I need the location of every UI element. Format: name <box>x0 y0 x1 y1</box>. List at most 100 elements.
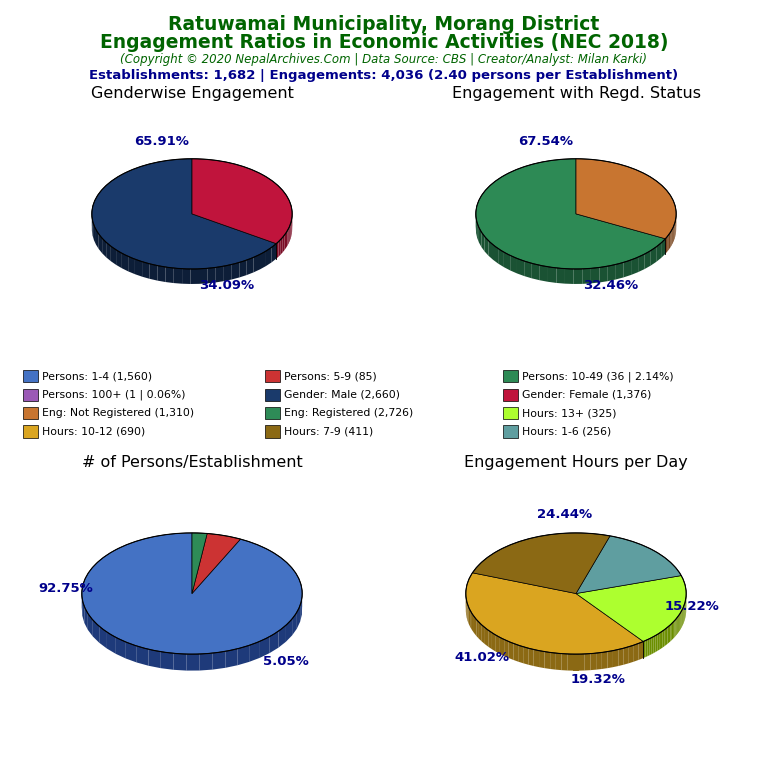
Polygon shape <box>284 233 286 250</box>
Polygon shape <box>128 257 135 274</box>
Polygon shape <box>488 631 492 649</box>
Polygon shape <box>545 651 550 669</box>
Polygon shape <box>84 607 88 630</box>
Polygon shape <box>279 625 286 647</box>
Polygon shape <box>93 202 94 221</box>
Polygon shape <box>638 254 644 272</box>
Polygon shape <box>531 263 540 280</box>
Polygon shape <box>165 267 174 283</box>
Polygon shape <box>466 573 644 654</box>
Polygon shape <box>107 632 116 654</box>
Polygon shape <box>479 227 482 247</box>
Polygon shape <box>82 599 84 623</box>
Polygon shape <box>616 263 624 280</box>
Text: Eng: Registered (2,726): Eng: Registered (2,726) <box>284 408 413 419</box>
Polygon shape <box>624 647 629 665</box>
Polygon shape <box>289 226 290 243</box>
Polygon shape <box>135 259 142 276</box>
Polygon shape <box>148 649 161 668</box>
Polygon shape <box>479 622 482 641</box>
Polygon shape <box>656 634 657 652</box>
Polygon shape <box>599 266 607 283</box>
Polygon shape <box>468 607 470 627</box>
Text: 67.54%: 67.54% <box>518 135 574 148</box>
Text: Persons: 5-9 (85): Persons: 5-9 (85) <box>284 371 377 382</box>
Polygon shape <box>556 653 561 670</box>
Polygon shape <box>199 268 207 284</box>
Polygon shape <box>96 230 99 249</box>
Text: Hours: 1-6 (256): Hours: 1-6 (256) <box>522 426 611 437</box>
Polygon shape <box>476 218 477 238</box>
Polygon shape <box>644 250 650 269</box>
Polygon shape <box>647 639 650 656</box>
Text: Engagement Ratios in Economic Activities (NEC 2018): Engagement Ratios in Economic Activities… <box>100 33 668 52</box>
Polygon shape <box>568 654 573 670</box>
Polygon shape <box>674 620 676 637</box>
Polygon shape <box>276 242 279 259</box>
Polygon shape <box>482 232 485 251</box>
Polygon shape <box>679 614 680 632</box>
Polygon shape <box>667 626 669 644</box>
Polygon shape <box>279 240 280 257</box>
Polygon shape <box>476 619 479 639</box>
Polygon shape <box>207 267 216 283</box>
Polygon shape <box>476 159 665 269</box>
Text: Ratuwamai Municipality, Morang District: Ratuwamai Municipality, Morang District <box>168 15 600 35</box>
Polygon shape <box>290 202 291 220</box>
Polygon shape <box>659 632 661 650</box>
Polygon shape <box>213 651 225 670</box>
Polygon shape <box>498 249 504 267</box>
Polygon shape <box>283 235 284 253</box>
Text: Hours: 7-9 (411): Hours: 7-9 (411) <box>284 426 373 437</box>
Polygon shape <box>676 618 677 636</box>
Polygon shape <box>556 268 565 283</box>
Polygon shape <box>94 225 96 244</box>
Text: 32.46%: 32.46% <box>584 280 639 293</box>
Polygon shape <box>82 585 83 608</box>
Polygon shape <box>634 644 639 662</box>
Polygon shape <box>680 611 681 629</box>
Polygon shape <box>247 257 253 275</box>
Polygon shape <box>150 263 157 280</box>
Polygon shape <box>565 269 574 284</box>
Polygon shape <box>174 268 182 283</box>
Polygon shape <box>644 641 645 658</box>
Polygon shape <box>582 268 591 284</box>
Polygon shape <box>488 240 493 260</box>
Polygon shape <box>518 645 523 664</box>
Polygon shape <box>678 615 679 634</box>
Polygon shape <box>584 654 591 670</box>
Polygon shape <box>576 159 676 239</box>
Polygon shape <box>286 619 292 642</box>
Polygon shape <box>669 233 670 250</box>
Text: 65.91%: 65.91% <box>134 135 190 148</box>
Polygon shape <box>106 242 111 261</box>
Text: Gender: Female (1,376): Gender: Female (1,376) <box>522 389 651 400</box>
Polygon shape <box>187 654 200 670</box>
Polygon shape <box>102 238 106 257</box>
Polygon shape <box>192 534 240 594</box>
Polygon shape <box>629 645 634 664</box>
Polygon shape <box>500 637 504 656</box>
Text: 34.09%: 34.09% <box>200 280 255 293</box>
Title: Genderwise Engagement: Genderwise Engagement <box>91 86 293 101</box>
Text: 5.05%: 5.05% <box>263 655 309 668</box>
Polygon shape <box>624 260 631 277</box>
Polygon shape <box>470 611 472 630</box>
Polygon shape <box>99 234 102 253</box>
Text: Persons: 100+ (1 | 0.06%): Persons: 100+ (1 | 0.06%) <box>42 389 186 400</box>
Polygon shape <box>192 533 207 594</box>
Polygon shape <box>513 644 518 662</box>
Polygon shape <box>260 251 266 270</box>
Polygon shape <box>482 625 485 644</box>
Text: Gender: Male (2,660): Gender: Male (2,660) <box>284 389 400 400</box>
Polygon shape <box>301 584 302 607</box>
Polygon shape <box>665 237 667 253</box>
Polygon shape <box>485 627 488 647</box>
Text: Eng: Not Registered (1,310): Eng: Not Registered (1,310) <box>42 408 194 419</box>
Polygon shape <box>161 652 174 670</box>
Polygon shape <box>548 266 556 283</box>
Polygon shape <box>485 237 488 256</box>
Polygon shape <box>672 622 673 640</box>
Polygon shape <box>266 247 271 266</box>
